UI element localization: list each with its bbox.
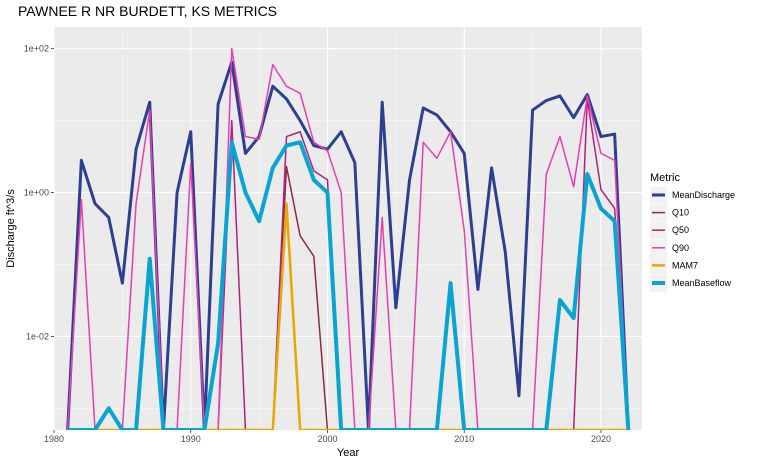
y-tick-label: 1e+02 — [24, 44, 49, 54]
grid-minor — [54, 27, 642, 430]
y-tick-label: 1e+00 — [24, 188, 49, 198]
legend-label-q90: Q90 — [672, 243, 689, 253]
legend-label-meandischarge: MeanDischarge — [672, 190, 735, 200]
series-line-meanbaseflow — [67, 140, 631, 430]
y-axis: 1e-02 1e+00 1e+02 — [24, 44, 54, 341]
x-tick-label: 1980 — [44, 434, 64, 444]
legend-items: MeanDischarge Q10 Q50 Q90 MAM7 MeanBaseflow — [650, 187, 735, 292]
legend: Metric MeanDischarge Q10 Q50 Q90 MAM7 MeanBas… — [650, 172, 735, 292]
legend-label-q10: Q10 — [672, 208, 689, 218]
legend-label-meanbaseflow: MeanBaseflow — [672, 278, 732, 288]
chart-title: PAWNEE R NR BURDETT, KS METRICS — [18, 3, 277, 19]
legend-label-q50: Q50 — [672, 225, 689, 235]
x-axis-title: Year — [337, 447, 360, 459]
legend-label-mam7: MAM7 — [672, 260, 698, 270]
y-tick-label: 1e-02 — [26, 331, 49, 341]
x-tick-label: 2010 — [454, 434, 474, 444]
x-tick-label: 1990 — [181, 434, 201, 444]
x-axis: 1980 1990 2000 2010 2020 — [44, 430, 611, 444]
series-lines — [66, 47, 631, 430]
legend-title: Metric — [650, 172, 680, 184]
x-tick-label: 2000 — [317, 434, 337, 444]
y-axis-title: Discharge ft^3/s — [5, 189, 17, 268]
x-tick-label: 2020 — [591, 434, 611, 444]
